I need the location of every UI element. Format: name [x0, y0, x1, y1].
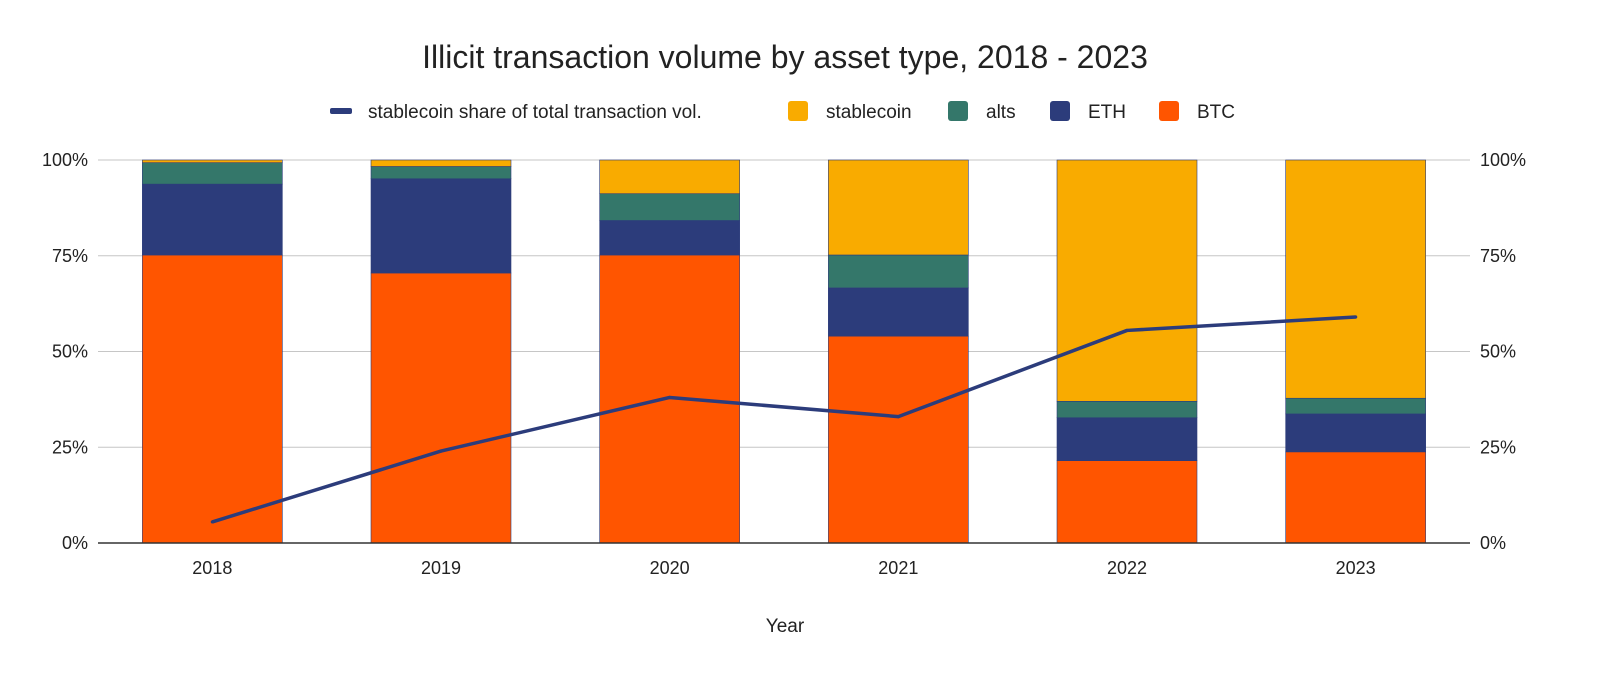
x-tick-label: 2022 — [1107, 558, 1147, 578]
legend-swatch — [788, 101, 808, 121]
line-point — [1354, 315, 1358, 319]
legend-swatch — [1050, 101, 1070, 121]
x-tick-label: 2019 — [421, 558, 461, 578]
right-tick-label: 50% — [1480, 342, 1516, 362]
bar-segment-stablecoin-2018 — [142, 159, 283, 163]
bar-segment-stablecoin-2022 — [1056, 159, 1198, 402]
legend-item-alts: alts — [948, 101, 1016, 123]
x-tick-label: 2020 — [650, 558, 690, 578]
line-series — [210, 315, 1358, 524]
right-axis-ticks: 0% 25% 50% 75% 100% — [1480, 150, 1526, 553]
bar-segment-alts-2022 — [1056, 400, 1198, 419]
legend-label: alts — [986, 102, 1016, 123]
bar-segment-eth-2022 — [1056, 417, 1198, 461]
line-point — [210, 520, 214, 524]
bar-segment-stablecoin-2020 — [599, 159, 740, 195]
bar-segment-stablecoin-2019 — [370, 159, 512, 167]
line-point — [896, 415, 900, 419]
right-tick-label: 0% — [1480, 533, 1506, 553]
bar-segment-eth-2021 — [828, 287, 969, 337]
left-tick-label: 50% — [52, 342, 88, 362]
bar-segment-eth-2020 — [599, 220, 740, 256]
legend-swatch — [330, 108, 352, 114]
left-tick-label: 100% — [42, 150, 88, 170]
line-point — [439, 449, 443, 453]
legend-label: stablecoin share of total transaction vo… — [368, 102, 702, 123]
x-axis-title: Year — [766, 616, 805, 637]
bar-segment-stablecoin-2021 — [828, 159, 969, 256]
bar-segment-eth-2023 — [1285, 413, 1426, 453]
legend-item-stablecoin-share-of-total-transaction-vol: stablecoin share of total transaction vo… — [330, 102, 702, 123]
bar-segment-alts-2019 — [370, 166, 512, 180]
left-tick-label: 0% — [62, 533, 88, 553]
chart-title: Illicit transaction volume by asset type… — [422, 39, 1148, 75]
left-tick-label: 25% — [52, 437, 88, 457]
legend-swatch — [1159, 101, 1179, 121]
legend-label: stablecoin — [826, 102, 912, 123]
bar-segment-eth-2019 — [370, 178, 512, 274]
bar-segment-stablecoin-2023 — [1285, 159, 1426, 399]
legend-item-btc: BTC — [1159, 101, 1235, 123]
x-tick-label: 2021 — [878, 558, 918, 578]
x-tick-label: 2018 — [192, 558, 232, 578]
bar-segment-btc-2022 — [1056, 460, 1198, 544]
legend-swatch — [948, 101, 968, 121]
legend-label: BTC — [1197, 102, 1235, 123]
right-tick-label: 100% — [1480, 150, 1526, 170]
legend-item-stablecoin: stablecoin — [788, 101, 912, 123]
left-axis-ticks: 0% 25% 50% 75% 100% — [42, 150, 88, 553]
left-tick-label: 75% — [52, 246, 88, 266]
bar-segment-alts-2021 — [828, 254, 969, 289]
legend-item-eth: ETH — [1050, 101, 1126, 123]
bar-segment-alts-2020 — [599, 193, 740, 221]
line-stablecoin-share-of-total-transaction-vol — [211, 315, 1356, 524]
line-point — [668, 395, 672, 400]
bar-segment-btc-2019 — [370, 272, 512, 544]
x-tick-label: 2023 — [1336, 558, 1376, 578]
bar-segment-btc-2023 — [1285, 451, 1426, 544]
right-tick-label: 25% — [1480, 437, 1516, 457]
gridlines — [98, 159, 1470, 448]
bar-segment-alts-2023 — [1285, 397, 1426, 415]
bar-segment-alts-2018 — [142, 162, 283, 185]
bar-segment-eth-2018 — [142, 183, 283, 256]
bars — [142, 159, 1426, 544]
line-point — [1125, 328, 1129, 333]
legend: stablecoin share of total transaction vo… — [330, 101, 1235, 123]
x-axis-ticks: 2018 2019 2020 2021 2022 2023 — [192, 558, 1375, 578]
bar-segment-btc-2021 — [828, 335, 969, 544]
legend-label: ETH — [1088, 102, 1126, 123]
right-tick-label: 75% — [1480, 246, 1516, 266]
bar-segment-btc-2018 — [142, 254, 283, 544]
